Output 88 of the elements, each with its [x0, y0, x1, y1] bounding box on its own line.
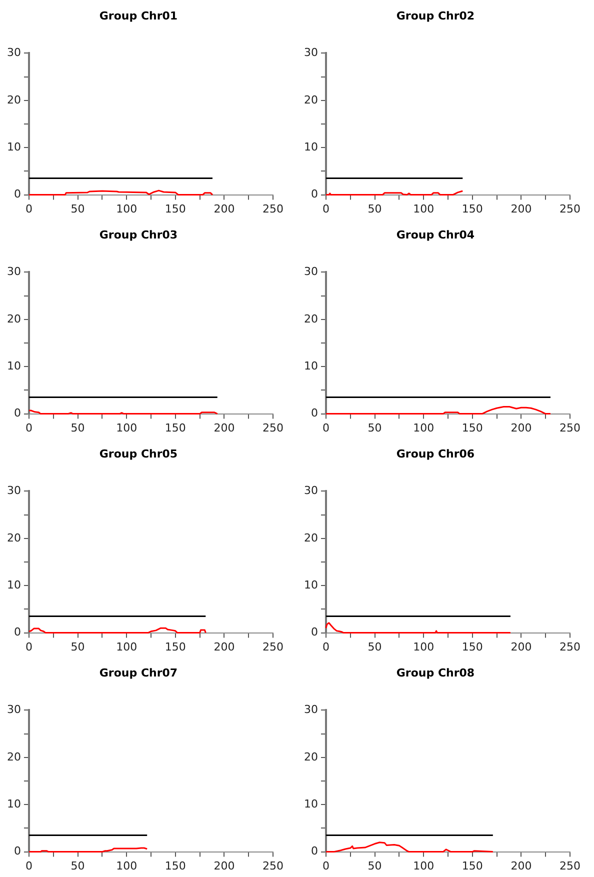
x-tick-label: 200 [510, 421, 532, 434]
x-tick-label: 200 [214, 202, 235, 216]
y-tick-label: 0 [14, 626, 21, 639]
y-tick-label: 30 [304, 484, 318, 498]
y-tick-label: 10 [304, 359, 318, 372]
y-tick-label: 10 [304, 140, 318, 154]
x-tick-label: 50 [368, 421, 382, 434]
chart-title: Group Chr04 [396, 228, 475, 242]
x-tick-label: 0 [25, 202, 32, 216]
y-tick-label: 30 [304, 46, 318, 60]
x-tick-label: 200 [214, 859, 235, 872]
x-tick-label: 200 [510, 202, 532, 216]
chart-title: Group Chr08 [396, 666, 475, 680]
x-tick-label: 50 [368, 859, 382, 872]
x-tick-label: 150 [164, 421, 186, 434]
x-tick-label: 150 [462, 421, 483, 434]
chart-title: Group Chr06 [396, 447, 475, 460]
x-tick-label: 250 [262, 640, 284, 654]
y-tick-label: 0 [310, 188, 318, 201]
y-tick-label: 10 [304, 797, 318, 810]
y-tick-label: 0 [14, 844, 21, 858]
x-tick-label: 50 [70, 859, 85, 872]
x-tick-label: 100 [116, 421, 138, 434]
x-tick-label: 250 [262, 859, 284, 872]
y-tick-label: 20 [6, 93, 21, 106]
y-tick-label: 30 [6, 46, 21, 60]
x-tick-label: 50 [70, 640, 85, 654]
x-tick-label: 100 [413, 859, 434, 872]
x-tick-label: 150 [462, 202, 483, 216]
x-tick-label: 200 [214, 640, 235, 654]
y-tick-label: 0 [310, 626, 318, 639]
x-tick-label: 100 [413, 421, 434, 434]
x-tick-label: 50 [70, 421, 85, 434]
x-tick-label: 100 [116, 640, 138, 654]
y-tick-label: 30 [304, 265, 318, 278]
y-tick-label: 30 [6, 703, 21, 716]
x-tick-label: 150 [164, 202, 186, 216]
x-tick-label: 0 [25, 859, 32, 872]
y-tick-label: 20 [304, 531, 318, 544]
y-tick-label: 20 [304, 312, 318, 326]
x-tick-label: 250 [262, 421, 284, 434]
y-tick-label: 0 [14, 406, 21, 420]
y-tick-label: 0 [310, 844, 318, 858]
y-tick-label: 0 [310, 406, 318, 420]
y-tick-label: 30 [304, 703, 318, 716]
x-tick-label: 100 [116, 859, 138, 872]
x-tick-label: 200 [510, 859, 532, 872]
x-tick-label: 150 [164, 859, 186, 872]
chart-title: Group Chr02 [396, 9, 475, 22]
x-tick-label: 0 [322, 421, 330, 434]
y-tick-label: 20 [304, 750, 318, 764]
chart-title: Group Chr05 [99, 447, 178, 460]
x-tick-label: 250 [262, 202, 284, 216]
x-tick-label: 100 [413, 202, 434, 216]
x-tick-label: 50 [368, 202, 382, 216]
y-tick-label: 0 [14, 188, 21, 201]
x-tick-label: 0 [25, 640, 32, 654]
x-tick-label: 50 [70, 202, 85, 216]
chart-title: Group Chr03 [99, 228, 178, 242]
x-tick-label: 100 [116, 202, 138, 216]
x-tick-label: 0 [322, 859, 330, 872]
x-tick-label: 150 [462, 640, 483, 654]
x-tick-label: 200 [510, 640, 532, 654]
y-tick-label: 30 [6, 484, 21, 498]
y-tick-label: 10 [6, 359, 21, 372]
chart-title: Group Chr01 [99, 9, 178, 22]
x-tick-label: 250 [560, 640, 580, 654]
y-tick-label: 20 [304, 93, 318, 106]
x-tick-label: 100 [413, 640, 434, 654]
x-tick-label: 150 [462, 859, 483, 872]
x-tick-label: 0 [322, 640, 330, 654]
x-tick-label: 50 [368, 640, 382, 654]
x-tick-label: 0 [25, 421, 32, 434]
x-tick-label: 250 [560, 202, 580, 216]
y-tick-label: 10 [6, 578, 21, 592]
y-tick-label: 10 [304, 578, 318, 592]
y-tick-label: 20 [6, 312, 21, 326]
x-tick-label: 250 [560, 859, 580, 872]
y-tick-label: 20 [6, 750, 21, 764]
x-tick-label: 200 [214, 421, 235, 434]
chart-title: Group Chr07 [99, 666, 178, 680]
x-tick-label: 150 [164, 640, 186, 654]
x-tick-label: 0 [322, 202, 330, 216]
x-tick-label: 250 [560, 421, 580, 434]
y-tick-label: 20 [6, 531, 21, 544]
y-tick-label: 30 [6, 265, 21, 278]
y-tick-label: 10 [6, 797, 21, 810]
y-tick-label: 10 [6, 140, 21, 154]
